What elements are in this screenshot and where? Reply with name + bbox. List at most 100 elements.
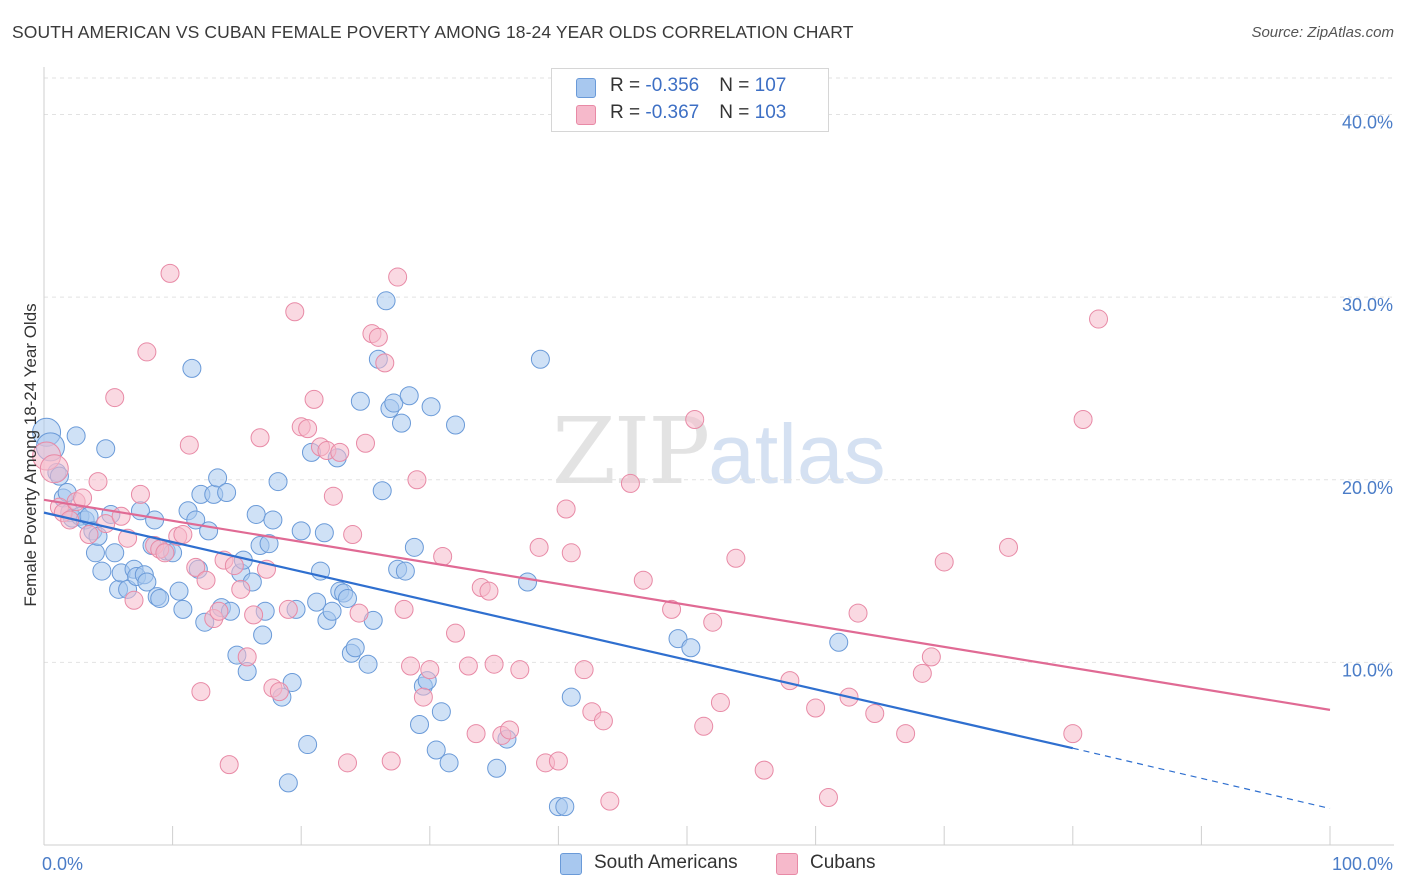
trend-layer	[43, 498, 1331, 810]
labels-layer: 10.0% 20.0% 30.0% 40.0% 0.0% 100.0% Female Pov…	[21, 113, 1393, 874]
data-point	[66, 426, 86, 446]
data-point	[999, 537, 1018, 557]
data-point	[561, 687, 581, 707]
data-point	[349, 603, 369, 623]
data-point	[848, 603, 868, 623]
data-point	[668, 629, 688, 649]
data-point	[314, 523, 334, 543]
data-point	[593, 711, 613, 731]
data-point	[217, 483, 237, 503]
data-point	[282, 672, 302, 692]
data-point	[865, 704, 885, 724]
data-point	[896, 724, 916, 744]
data-point	[345, 638, 365, 658]
data-point	[250, 428, 270, 448]
data-point	[88, 472, 108, 492]
data-point	[246, 504, 266, 524]
y-axis-title: Female Poverty Among 18-24 Year Olds	[21, 303, 40, 606]
data-point	[1073, 409, 1093, 429]
data-point	[323, 486, 343, 506]
legend-swatch-south-americans	[576, 78, 596, 98]
y-tick-label: 40.0%	[1342, 113, 1393, 133]
data-point	[399, 386, 419, 406]
data-point	[710, 693, 730, 713]
data-point	[600, 791, 620, 811]
data-point	[934, 552, 954, 572]
legend-text: R = -0.367 N = 103	[610, 102, 786, 124]
data-point	[130, 484, 150, 504]
data-point	[298, 735, 318, 755]
trend-line	[43, 498, 1331, 711]
data-point	[150, 588, 170, 608]
data-point	[556, 499, 576, 519]
data-point	[253, 625, 273, 645]
data-point	[510, 660, 530, 680]
data-point	[806, 698, 826, 718]
data-point	[137, 342, 157, 362]
data-point	[356, 433, 375, 453]
data-point	[426, 740, 446, 760]
trend-line-extension	[1072, 747, 1331, 810]
data-point	[620, 473, 640, 493]
data-point	[530, 349, 550, 369]
x-tick-label: 100.0%	[1332, 854, 1393, 874]
data-point	[574, 660, 594, 680]
data-point	[291, 521, 311, 541]
legend-n-value: 103	[754, 102, 787, 123]
data-point	[259, 534, 279, 554]
source-label: Source: ZipAtlas.com	[1251, 24, 1394, 41]
data-point	[818, 788, 838, 808]
correlation-legend: R = -0.356 N = 107 R = -0.367 N = 103	[551, 68, 829, 132]
data-point	[487, 758, 507, 778]
data-point	[500, 720, 520, 740]
data-point	[263, 510, 283, 530]
data-point	[439, 753, 459, 773]
data-point	[307, 592, 327, 612]
data-point	[703, 612, 723, 632]
data-point	[224, 556, 244, 576]
data-point	[350, 391, 370, 411]
series-cubans	[32, 263, 1109, 811]
data-point	[388, 267, 408, 287]
data-point	[479, 581, 499, 601]
data-point	[244, 605, 264, 625]
data-point	[662, 599, 682, 619]
data-point	[529, 537, 549, 557]
data-point	[431, 702, 451, 722]
data-point	[298, 419, 318, 439]
data-point	[518, 572, 538, 592]
data-point	[169, 581, 189, 601]
legend-r-value: -0.356	[645, 75, 700, 96]
data-point	[219, 755, 239, 775]
data-point	[446, 623, 466, 643]
data-point	[337, 588, 357, 608]
data-point	[285, 302, 305, 322]
data-point	[209, 601, 229, 621]
axes	[43, 67, 1394, 846]
data-point	[358, 654, 378, 674]
data-point	[96, 439, 116, 459]
data-point	[372, 481, 392, 501]
series-layer	[32, 263, 1109, 817]
data-point	[421, 397, 441, 417]
series-swatch-south-americans	[560, 853, 582, 875]
data-point	[376, 291, 396, 311]
data-point	[231, 579, 251, 599]
data-point	[111, 506, 131, 526]
data-point	[173, 525, 193, 545]
data-point	[410, 714, 430, 734]
data-point	[179, 435, 199, 455]
data-point	[186, 557, 206, 577]
data-point	[829, 632, 849, 652]
data-point	[278, 599, 298, 619]
data-point	[484, 654, 504, 674]
data-point	[85, 543, 105, 563]
data-point	[754, 760, 774, 780]
series-label-south-americans: South Americans	[594, 852, 738, 873]
data-point	[392, 413, 412, 433]
data-point	[726, 548, 746, 568]
data-point	[368, 327, 388, 347]
legend-r-label: R =	[610, 102, 646, 123]
x-tick-label: 0.0%	[42, 854, 83, 874]
data-point	[555, 797, 575, 817]
